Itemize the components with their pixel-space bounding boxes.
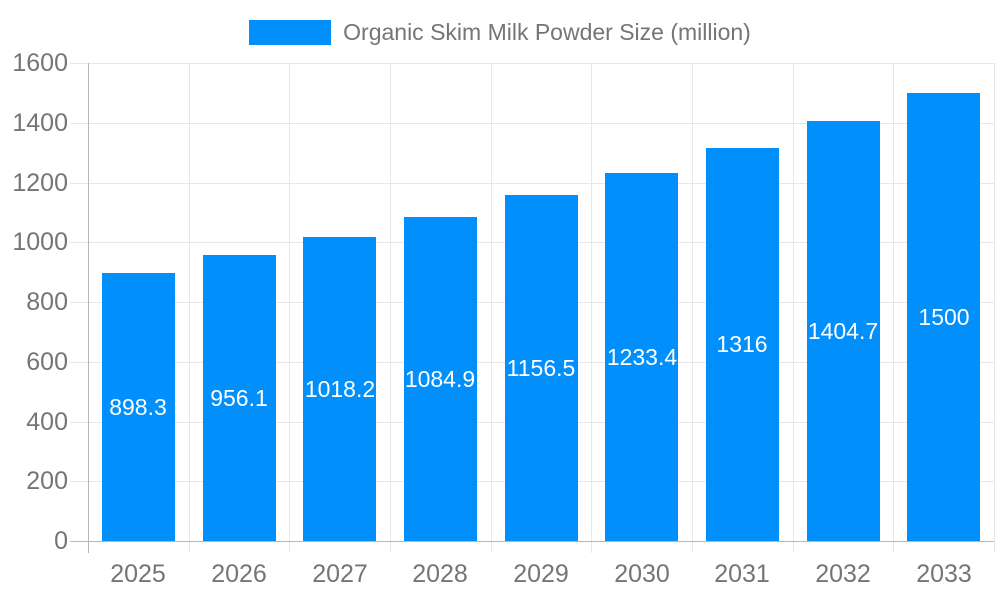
y-axis-tick-label: 600 [26,348,68,376]
x-axis-tick-label: 2030 [614,560,670,588]
y-axis-tick-label: 1200 [12,169,68,197]
bar-value-label: 1316 [716,331,768,357]
x-axis-tick-label: 2027 [312,560,368,588]
y-axis-tick-label: 400 [26,408,68,436]
x-axis-tick-label: 2026 [211,560,267,588]
bar-value-label: 1156.5 [506,355,576,381]
legend-item[interactable]: Organic Skim Milk Powder Size (million) [249,19,751,46]
gridline-vertical [994,63,995,553]
y-axis-tick-label: 0 [54,527,68,555]
bar-value-label: 956.1 [210,385,268,411]
legend-label: Organic Skim Milk Powder Size (million) [343,19,751,45]
x-axis-tick-label: 2029 [513,560,569,588]
gridline-horizontal [70,123,994,124]
bar-2028[interactable] [404,217,477,541]
x-axis-tick-label: 2025 [110,560,166,588]
gridline-horizontal [70,183,994,184]
x-axis-tick-label: 2031 [714,560,770,588]
bar-value-label: 1500 [918,304,970,330]
y-axis-tick-label: 1000 [12,228,68,256]
x-axis-tick-label: 2033 [916,560,972,588]
gridline-vertical [189,63,190,553]
y-axis-tick-label: 1400 [12,109,68,137]
bar-value-label: 1018.2 [304,376,376,402]
gridline-vertical [491,63,492,553]
y-axis-tick-label: 800 [26,288,68,316]
gridline-vertical [692,63,693,553]
legend-swatch [249,20,332,45]
x-axis-tick-label: 2028 [412,560,468,588]
gridline-vertical [289,63,290,553]
gridline-vertical [591,63,592,553]
bar-value-label: 1404.7 [807,318,879,344]
bar-value-label: 1233.4 [606,344,678,370]
bar-2029[interactable] [505,195,578,541]
gridline-horizontal [70,63,994,64]
y-axis-tick-label: 200 [26,467,68,495]
bar-value-label: 898.3 [109,394,167,420]
y-axis-tick-label: 1600 [12,49,68,77]
gridline-vertical [893,63,894,553]
bar-2031[interactable] [706,148,779,541]
bar-2027[interactable] [303,237,376,541]
bar-2032[interactable] [807,121,880,541]
bar-2026[interactable] [203,255,276,541]
x-axis-line [70,541,994,542]
bar-2033[interactable] [907,93,980,541]
gridline-vertical [793,63,794,553]
y-axis-line [88,63,89,553]
legend: Organic Skim Milk Powder Size (million) [0,19,1000,46]
x-axis-tick-label: 2032 [815,560,871,588]
bar-2025[interactable] [102,273,175,541]
bar-2030[interactable] [605,173,678,541]
gridline-vertical [390,63,391,553]
bar-value-label: 1084.9 [404,366,476,392]
